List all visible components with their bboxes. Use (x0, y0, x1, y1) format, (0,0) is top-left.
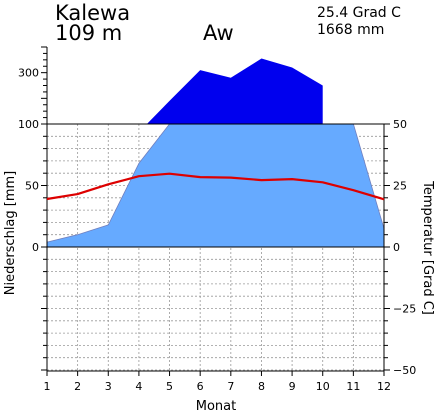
axes (41, 46, 390, 376)
precipitation-area (47, 124, 384, 247)
x-tick-label: 1 (44, 380, 51, 393)
x-tick-label: 9 (289, 380, 296, 393)
y-axis-right-label: Temperatur [Grad C] (420, 180, 435, 315)
x-axis-label: Monat (196, 399, 236, 414)
y-tick-label-right: −25 (393, 303, 416, 316)
y-tick-label-right: −50 (393, 364, 416, 377)
x-tick-label: 7 (227, 380, 234, 393)
station-elevation: 109 m (55, 21, 122, 45)
annual-temperature: 25.4 Grad C (317, 5, 401, 21)
y-tick-label-left: 100 (18, 118, 39, 131)
annual-precipitation: 1668 mm (317, 22, 384, 38)
x-tick-label: 4 (135, 380, 142, 393)
x-tick-label: 5 (166, 380, 173, 393)
y-tick-label-right: 50 (393, 118, 407, 131)
x-tick-label: 11 (346, 380, 360, 393)
y-tick-label-right: 0 (393, 241, 400, 254)
x-tick-label: 3 (105, 380, 112, 393)
x-tick-label: 10 (316, 380, 330, 393)
y-tick-label-right: 25 (393, 180, 407, 193)
y-tick-label-left: 50 (25, 180, 39, 193)
y-axis-left-label: Niederschlag [mm] (3, 171, 18, 296)
x-tick-label: 2 (74, 380, 81, 393)
y-tick-label-left: 0 (32, 241, 39, 254)
precipitation-excess-area (146, 58, 323, 124)
precipitation-series (46, 58, 385, 247)
temperature-line (46, 172, 385, 201)
station-name: Kalewa (55, 1, 130, 25)
temperature-series (46, 172, 385, 201)
x-tick-label: 6 (197, 380, 204, 393)
x-tick-label: 8 (258, 380, 265, 393)
climate-class: Aw (203, 21, 234, 45)
x-tick-label: 12 (377, 380, 391, 393)
y-tick-label-left: 300 (18, 67, 39, 80)
